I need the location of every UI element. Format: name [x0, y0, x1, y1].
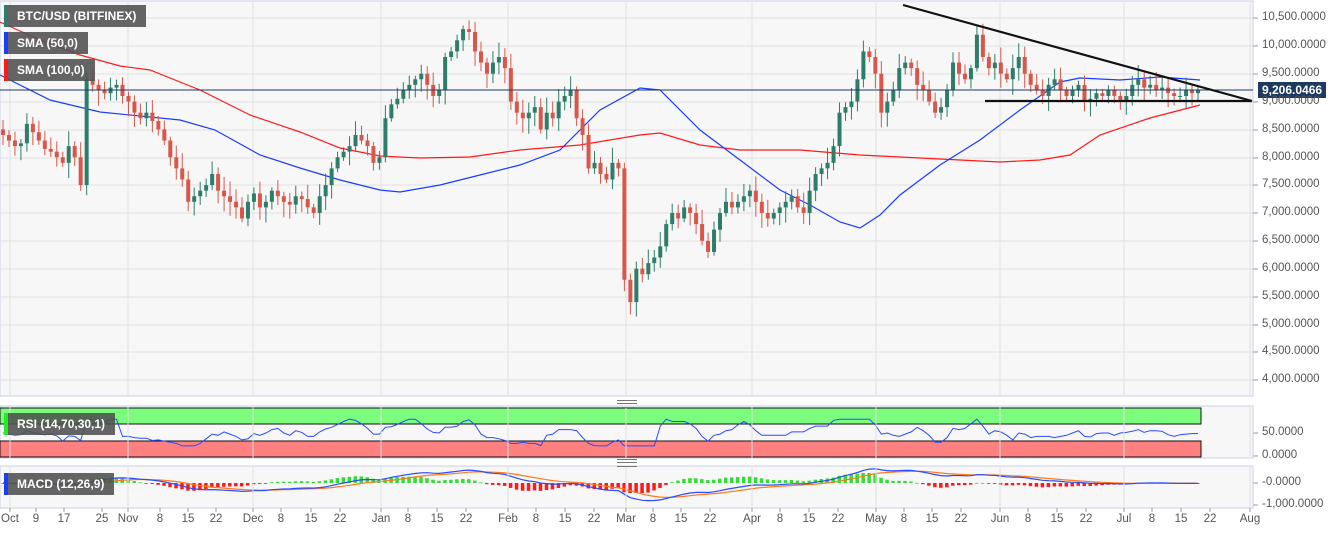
price-grid [0, 1, 1253, 396]
time-axis-label: Jun [990, 513, 1010, 525]
time-axis-label: Feb [498, 513, 518, 525]
price-axis-label: 8,500.0000 [1262, 123, 1320, 135]
time-axis-label: 8 [1148, 513, 1156, 525]
time-axis-label: Jan [371, 513, 391, 525]
legend-macd-label: MACD (12,26,9) [17, 477, 105, 491]
legend-sma100[interactable]: SMA (100,0) [4, 59, 95, 81]
legend-sma50-label: SMA (50,0) [17, 36, 78, 50]
time-axis-label: 22 [587, 513, 601, 525]
time-axis-label: 8 [277, 513, 285, 525]
time-axis-label: 15 [1050, 513, 1064, 525]
price-axis-label: 10,500.0000 [1262, 11, 1326, 23]
time-axis-label: 8 [776, 513, 784, 525]
time-axis-label: 15 [304, 513, 318, 525]
price-axis-label: 10,000.0000 [1262, 39, 1326, 51]
time-axis-label: 15 [674, 513, 688, 525]
legend-price[interactable]: BTC/USD (BITFINEX) [4, 5, 147, 27]
time-axis-label: 22 [831, 513, 845, 525]
price-axis-label: 7,500.0000 [1262, 178, 1320, 190]
rsi-resize-handle[interactable] [617, 400, 637, 408]
time-axis-label: 15 [181, 513, 195, 525]
time-axis-label: Apr [743, 513, 761, 525]
price-axis-label: 5,000.0000 [1262, 318, 1320, 330]
legend-swatch [4, 413, 8, 435]
rsi-axis-label: 50.0000 [1262, 426, 1304, 438]
price-axis-label: 9,000.0000 [1262, 95, 1320, 107]
time-axis-label: 8 [649, 513, 657, 525]
price-axis-label: 6,000.0000 [1262, 262, 1320, 274]
legend-rsi-label: RSI (14,70,30,1) [17, 417, 106, 431]
time-axis-label: 22 [333, 513, 347, 525]
price-axis-label: 4,000.0000 [1262, 373, 1320, 385]
time-axis-label: 22 [703, 513, 717, 525]
descending-resistance-trendline[interactable] [902, 3, 1253, 103]
legend-swatch [4, 5, 8, 27]
time-axis-label: 25 [95, 513, 109, 525]
trendlines[interactable] [902, 3, 1253, 103]
time-axis-label: Oct [1, 513, 19, 525]
legend-swatch [4, 32, 8, 54]
rsi-oversold-zone [0, 440, 1202, 458]
time-axis-label: 15 [1174, 513, 1188, 525]
time-axis-label: 9 [32, 513, 40, 525]
time-axis-label: Aug [1239, 513, 1261, 525]
legend-swatch [4, 473, 8, 495]
price-axis-label: 6,500.0000 [1262, 234, 1320, 246]
time-axis-label: 8 [156, 513, 164, 525]
time-axis-label: 22 [459, 513, 473, 525]
time-axis-label: 15 [925, 513, 939, 525]
price-axis-label: 4,500.0000 [1262, 345, 1320, 357]
rsi-line [2, 418, 1199, 447]
time-axis-label: 15 [430, 513, 444, 525]
macd-resize-handle[interactable] [617, 459, 637, 467]
time-axis-label: 8 [900, 513, 908, 525]
time-axis-label: 8 [404, 513, 412, 525]
legend-rsi[interactable]: RSI (14,70,30,1) [4, 413, 116, 435]
time-axis-label: 17 [57, 513, 71, 525]
time-axis-label: 15 [558, 513, 572, 525]
macd-signal-line [3, 470, 1199, 499]
time-axis-label: Mar [616, 513, 636, 525]
price-axis-label: 8,000.0000 [1262, 151, 1320, 163]
time-axis-label: 8 [1024, 513, 1032, 525]
time-axis-label: 22 [1203, 513, 1217, 525]
legend-swatch [4, 59, 8, 81]
legend-sma50[interactable]: SMA (50,0) [4, 32, 88, 54]
time-axis-label: 22 [209, 513, 223, 525]
sma100-line [0, 21, 1201, 163]
rsi-overbought-zone [0, 407, 1202, 425]
legend-price-label: BTC/USD (BITFINEX) [17, 9, 137, 23]
price-axis-label: 7,000.0000 [1262, 206, 1320, 218]
legend-sma100-label: SMA (100,0) [17, 63, 85, 77]
time-axis-ticks [9, 406, 1251, 512]
time-axis-label: 22 [954, 513, 968, 525]
time-axis-label: May [865, 513, 887, 525]
last-price-tag: 9,206.0466 [1258, 82, 1327, 98]
rsi-axis-label: 0.0000 [1262, 449, 1298, 461]
time-axis-label: Jul [1116, 513, 1132, 525]
legend-macd[interactable]: MACD (12,26,9) [4, 473, 115, 495]
price-axis-label: 9,500.0000 [1262, 67, 1320, 79]
time-axis-label: Dec [242, 513, 264, 525]
price-axis-label: 5,500.0000 [1262, 290, 1320, 302]
macd-axis-label: -1,000.0000 [1262, 498, 1324, 510]
macd-axis-label: -0.0000 [1262, 476, 1302, 488]
time-axis-label: Nov [117, 513, 139, 525]
macd-line [2, 468, 1199, 502]
time-axis-label: 8 [532, 513, 540, 525]
time-axis-label: 22 [1079, 513, 1093, 525]
time-axis-label: 15 [802, 513, 816, 525]
